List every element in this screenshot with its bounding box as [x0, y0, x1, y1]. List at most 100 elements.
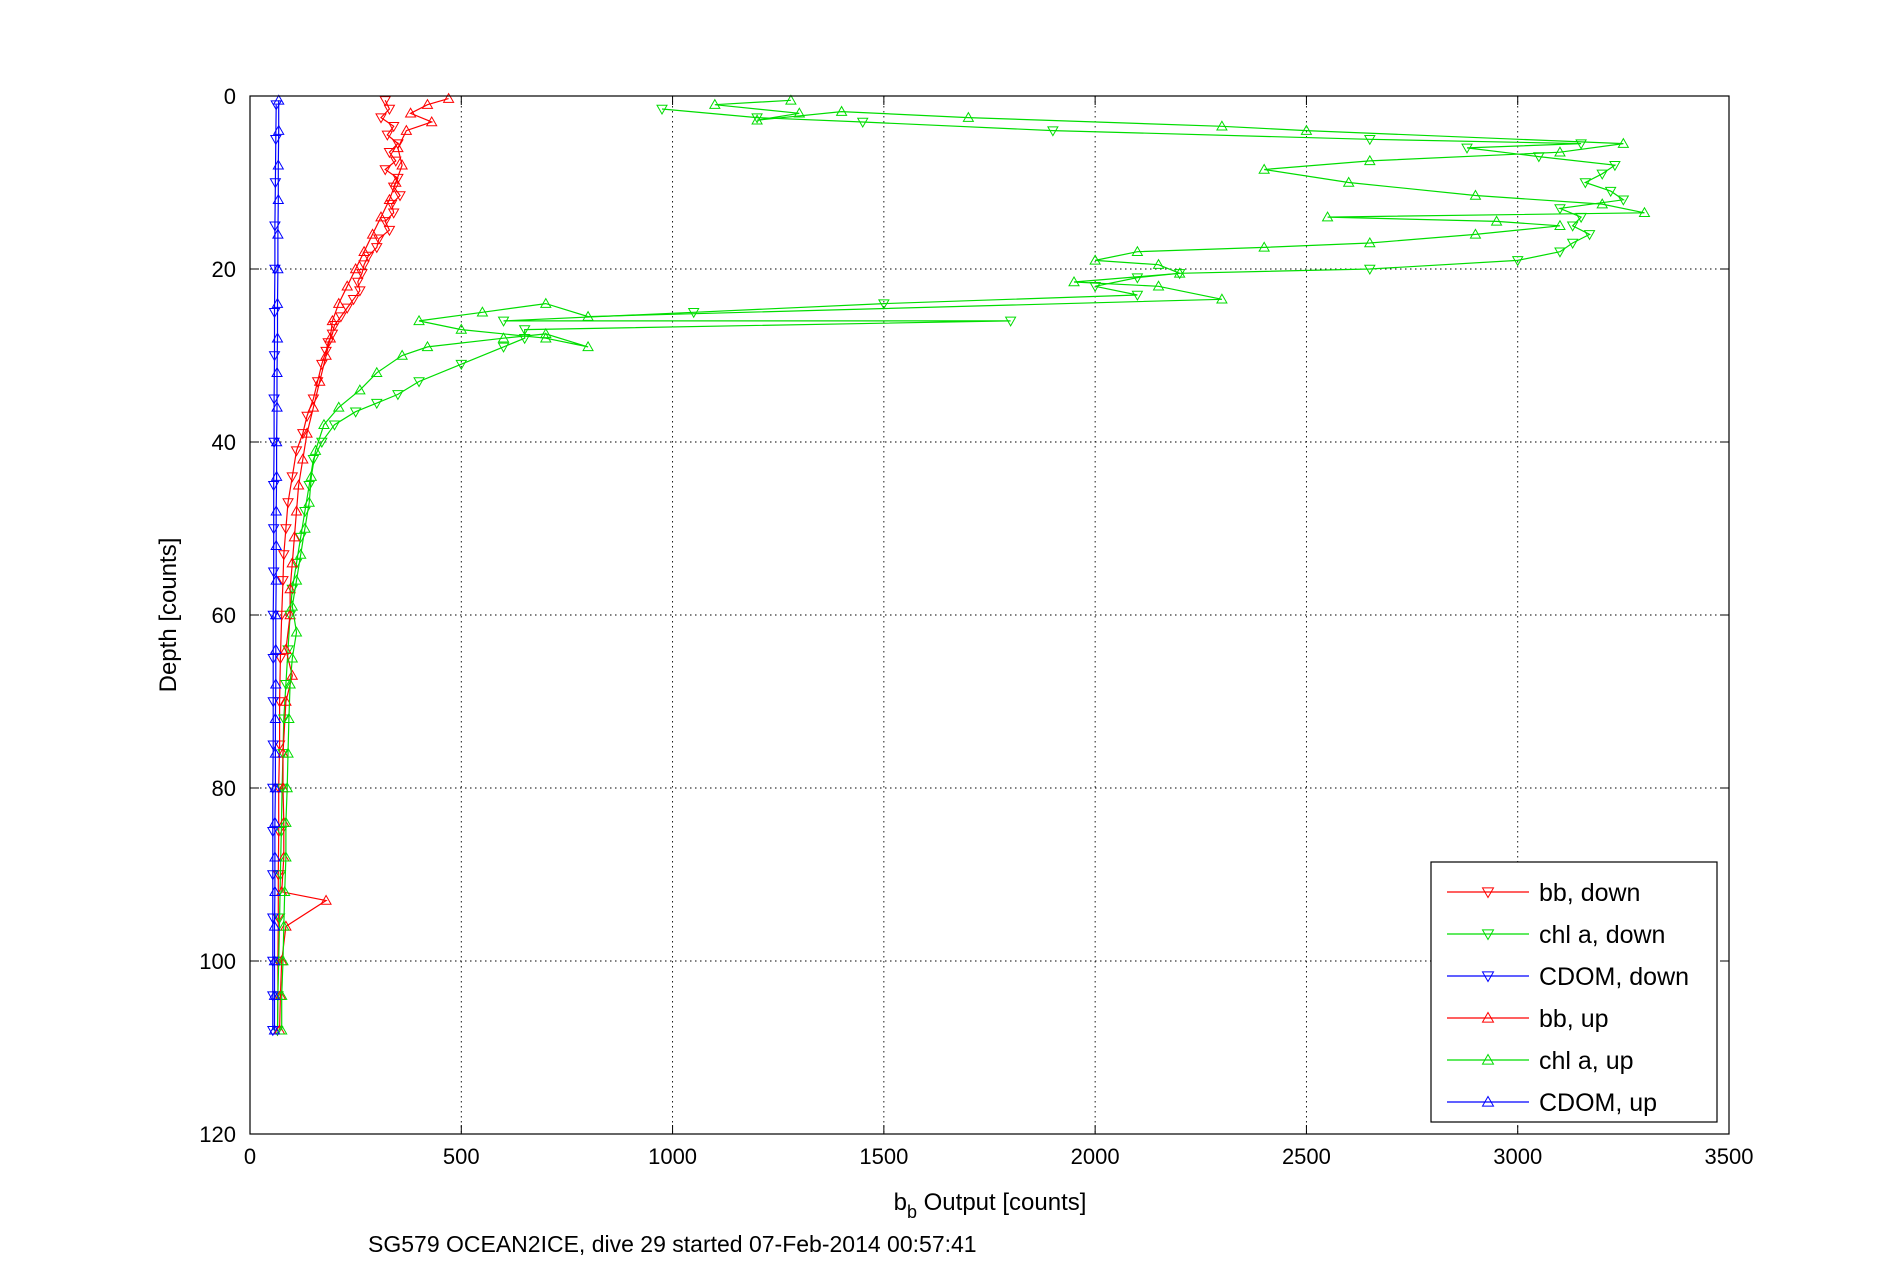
data-point — [497, 342, 510, 353]
data-point — [322, 338, 335, 349]
data-point — [1321, 211, 1334, 222]
data-point — [332, 297, 345, 308]
data-point — [284, 583, 297, 594]
data-point — [269, 712, 282, 724]
data-point — [1216, 120, 1228, 131]
data-point — [266, 956, 279, 968]
legend-box — [1430, 861, 1718, 1123]
data-point — [370, 243, 383, 254]
data-point — [539, 297, 552, 308]
data-point — [269, 851, 281, 862]
data-point — [1363, 135, 1376, 146]
data-point — [275, 989, 288, 1000]
data-point — [383, 104, 396, 115]
data-point — [1554, 219, 1566, 230]
data-point — [421, 340, 434, 352]
data-point — [318, 418, 330, 429]
data-point — [280, 816, 292, 827]
data-point — [1152, 258, 1165, 269]
data-point — [280, 679, 292, 691]
data-point — [413, 377, 425, 388]
data-point — [320, 346, 332, 358]
data-point — [383, 225, 396, 237]
data-point — [370, 366, 383, 378]
data-point — [277, 954, 289, 966]
data-point — [497, 316, 510, 327]
x-axis-label-rest: Output [counts] — [917, 1189, 1086, 1216]
data-point — [313, 375, 326, 386]
data-point — [290, 505, 303, 516]
data-point — [275, 1024, 288, 1035]
data-point — [270, 470, 283, 481]
data-point — [389, 176, 402, 187]
data-point — [286, 669, 299, 680]
data-series — [266, 92, 1651, 1037]
data-point — [273, 697, 286, 708]
series-line — [281, 99, 1645, 1031]
data-point — [785, 94, 797, 105]
data-point — [1511, 256, 1524, 267]
data-point — [1216, 293, 1228, 304]
data-point — [324, 332, 337, 343]
data-point — [387, 122, 400, 133]
y-axis-label: Depth [counts] — [155, 538, 182, 693]
x-tick-label: 3500 — [1705, 1144, 1754, 1169]
series-line — [273, 100, 280, 1031]
legend-label: chl a, down — [1539, 921, 1665, 949]
data-point — [354, 286, 366, 297]
data-point — [269, 608, 282, 620]
data-point — [303, 496, 316, 507]
data-point — [270, 435, 283, 447]
data-point — [404, 107, 417, 118]
data-point — [296, 453, 309, 464]
data-point — [373, 234, 385, 245]
data-point — [394, 191, 406, 202]
y-tick-label: 80 — [212, 776, 236, 801]
data-point — [1258, 241, 1271, 252]
data-point — [266, 991, 279, 1002]
data-point — [341, 280, 354, 291]
x-axis-label-main: b — [894, 1189, 907, 1216]
data-point — [292, 479, 305, 490]
data-point — [341, 303, 354, 314]
data-point — [1131, 273, 1144, 284]
data-point — [266, 1025, 279, 1037]
data-point — [307, 401, 320, 412]
data-point — [269, 643, 282, 654]
legend-entry: CDOM, up — [1447, 1089, 1657, 1117]
data-point — [284, 678, 297, 689]
data-point — [1363, 154, 1376, 166]
data-point — [383, 193, 396, 205]
data-point — [277, 576, 289, 587]
data-point — [442, 92, 455, 103]
data-point — [385, 199, 398, 211]
data-point — [793, 107, 806, 118]
data-point — [271, 332, 284, 343]
data-point — [358, 245, 370, 256]
legend-marker — [1481, 1053, 1495, 1065]
data-point — [301, 427, 313, 438]
data-point — [299, 522, 311, 533]
data-point — [582, 310, 594, 321]
data-point — [1342, 176, 1355, 187]
data-point — [315, 437, 328, 449]
data-point — [272, 159, 285, 170]
data-point — [962, 111, 975, 122]
data-point — [1461, 143, 1473, 154]
data-point — [383, 147, 396, 159]
data-point — [290, 446, 303, 457]
data-point — [497, 332, 510, 343]
series-chl-a-up — [275, 94, 1651, 1035]
data-point — [370, 398, 383, 410]
data-point — [274, 654, 287, 665]
data-point — [334, 312, 347, 323]
data-point — [1363, 237, 1376, 248]
data-point — [1068, 275, 1080, 287]
data-point — [656, 104, 668, 115]
data-point — [280, 643, 292, 654]
data-point — [455, 359, 468, 371]
data-point — [305, 470, 318, 481]
legend-label: CDOM, down — [1539, 963, 1689, 991]
data-point — [277, 550, 290, 561]
data-point — [269, 885, 281, 897]
